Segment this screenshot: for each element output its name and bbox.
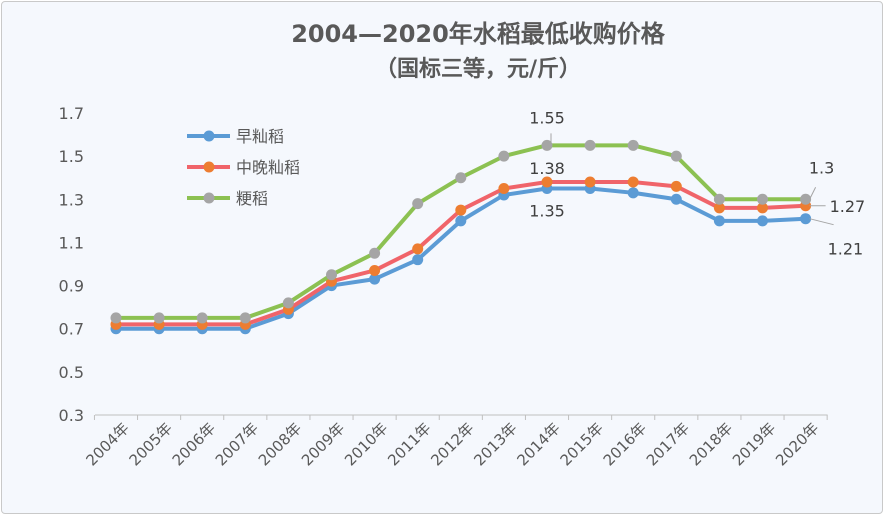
data-point xyxy=(412,254,424,266)
data-point xyxy=(455,204,467,216)
data-point xyxy=(412,243,424,255)
data-point xyxy=(713,202,725,214)
data-point xyxy=(326,269,337,281)
data-point xyxy=(757,193,768,205)
data-point xyxy=(196,312,208,324)
data-label: 1.38 xyxy=(529,159,565,178)
data-point xyxy=(153,312,165,324)
x-tick-label: 2011年 xyxy=(384,419,434,469)
data-point xyxy=(369,247,381,259)
data-point xyxy=(584,139,596,151)
data-point xyxy=(498,183,510,194)
data-point xyxy=(800,213,812,225)
y-tick-label: 0.5 xyxy=(59,363,84,382)
data-point xyxy=(369,264,381,276)
data-point xyxy=(670,180,682,192)
x-tick-label: 2008年 xyxy=(255,419,305,469)
x-tick-label: 2018年 xyxy=(686,419,736,469)
x-tick-label: 2017年 xyxy=(643,419,693,469)
data-label: 1.35 xyxy=(529,202,565,221)
data-point xyxy=(627,176,639,188)
data-point xyxy=(541,176,553,188)
data-point xyxy=(713,193,725,205)
x-tick-label: 2005年 xyxy=(126,419,176,469)
x-tick-label: 2010年 xyxy=(341,419,391,469)
data-point xyxy=(282,297,294,309)
data-point xyxy=(541,139,553,151)
y-tick-label: 0.9 xyxy=(59,277,84,296)
data-point xyxy=(627,139,639,151)
x-tick-label: 2019年 xyxy=(729,419,779,469)
data-point xyxy=(670,193,682,205)
x-tick-label: 2006年 xyxy=(169,419,219,469)
data-label: 1.55 xyxy=(529,108,565,127)
chart-subtitle: （国标三等，元/斤） xyxy=(375,56,581,82)
y-tick-label: 0.3 xyxy=(59,406,84,425)
x-tick-label: 2013年 xyxy=(470,419,520,469)
data-point xyxy=(670,150,682,162)
x-tick-label: 2009年 xyxy=(298,419,348,469)
data-point xyxy=(757,215,768,227)
y-tick-label: 1.7 xyxy=(59,104,84,123)
x-tick-label: 2007年 xyxy=(212,419,262,469)
data-point xyxy=(627,187,639,199)
data-point xyxy=(713,215,725,227)
data-point xyxy=(800,193,812,205)
legend-marker xyxy=(203,192,215,204)
x-tick-label: 2014年 xyxy=(513,419,563,469)
x-tick-label: 2012年 xyxy=(427,419,477,469)
x-tick-label: 2016年 xyxy=(600,419,650,469)
data-point xyxy=(369,273,381,285)
data-label: 1.3 xyxy=(809,158,834,177)
data-label: 1.27 xyxy=(830,197,866,216)
x-tick-label: 2004年 xyxy=(82,419,132,469)
legend-marker xyxy=(203,130,215,142)
legend-label: 早籼稻 xyxy=(236,127,284,146)
chart-title: 2004—2020年水稻最低收购价格 xyxy=(291,20,666,48)
data-point xyxy=(757,202,768,214)
y-tick-label: 1.3 xyxy=(59,190,84,209)
data-point xyxy=(584,176,596,188)
legend-label: 中晚籼稻 xyxy=(236,158,300,177)
y-tick-label: 1.1 xyxy=(59,233,84,252)
data-point xyxy=(455,172,467,184)
label-leader-line xyxy=(809,187,817,200)
data-point xyxy=(239,312,251,324)
data-label: 1.21 xyxy=(828,240,864,259)
series-line-2 xyxy=(116,143,806,320)
data-point xyxy=(498,150,510,162)
data-point xyxy=(110,312,122,324)
series-line-1 xyxy=(116,180,806,327)
data-point xyxy=(412,198,424,210)
y-tick-label: 0.7 xyxy=(59,320,84,339)
data-point xyxy=(455,215,467,227)
x-tick-label: 2015年 xyxy=(557,419,607,469)
x-tick-label: 2020年 xyxy=(772,419,822,469)
legend-label: 粳稻 xyxy=(236,189,268,208)
label-leader-line xyxy=(809,218,834,226)
y-tick-label: 1.5 xyxy=(59,147,84,166)
legend-marker xyxy=(203,161,215,173)
